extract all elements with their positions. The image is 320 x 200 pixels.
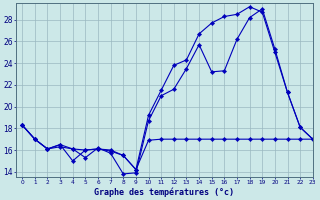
X-axis label: Graphe des températures (°c): Graphe des températures (°c)	[94, 187, 234, 197]
